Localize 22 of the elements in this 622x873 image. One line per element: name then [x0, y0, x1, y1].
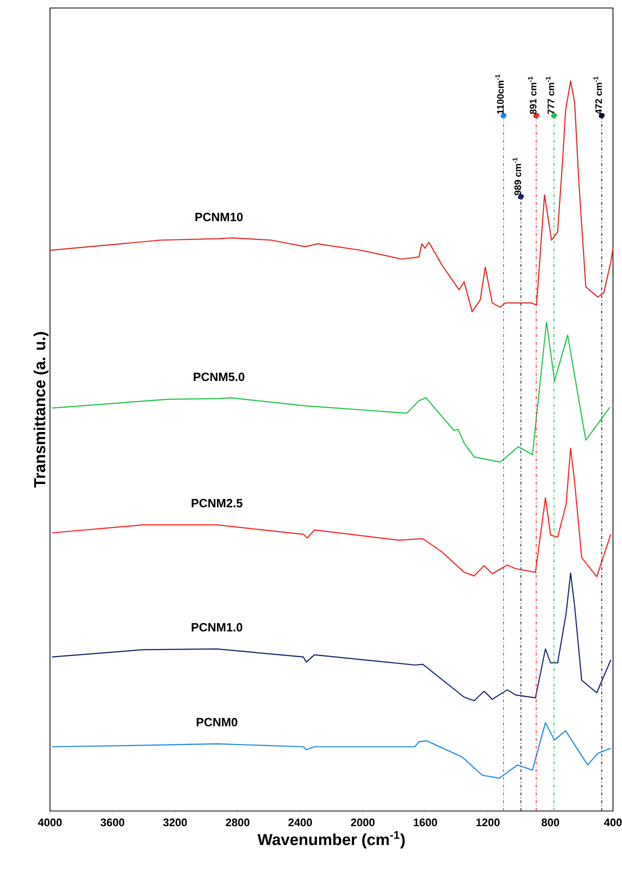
series-label: PCNM5.0: [194, 372, 244, 382]
x-tick-label: 400: [604, 818, 622, 826]
series-label: PCNM0: [196, 718, 238, 726]
x-tick-label: 3200: [163, 818, 187, 826]
x-tick-label: 2000: [350, 818, 375, 826]
ref-line-label: 1100cm$^{-1}$: [495, 74, 504, 114]
x-tick-label: 2800: [226, 818, 250, 826]
x-tick-label: 1600: [414, 818, 438, 826]
x-tick-label: 4000: [38, 818, 62, 826]
ref-line-label: 472 cm$^{-1}$: [594, 76, 602, 114]
series-label: PCNM10: [195, 212, 243, 222]
ref-line-label: 989 cm$^{-1}$: [512, 158, 522, 196]
series-label: PCNM1.0: [192, 623, 242, 632]
ref-line-label: 777 cm$^{-1}$: [546, 76, 554, 114]
x-tick-label: 1200: [476, 818, 500, 826]
x-axis-title: Wavenumber (cm$^{-1}$): [258, 831, 405, 848]
x-tick-label: 3600: [100, 818, 124, 826]
x-tick-label: 2400: [288, 818, 312, 826]
y-axis-title: Transmittance (a. u.): [34, 332, 48, 488]
ref-line-label: 891 cm$^{-1}$: [528, 76, 536, 114]
series-label: PCNM2.5: [192, 498, 242, 508]
x-tick-label: 800: [542, 818, 560, 826]
